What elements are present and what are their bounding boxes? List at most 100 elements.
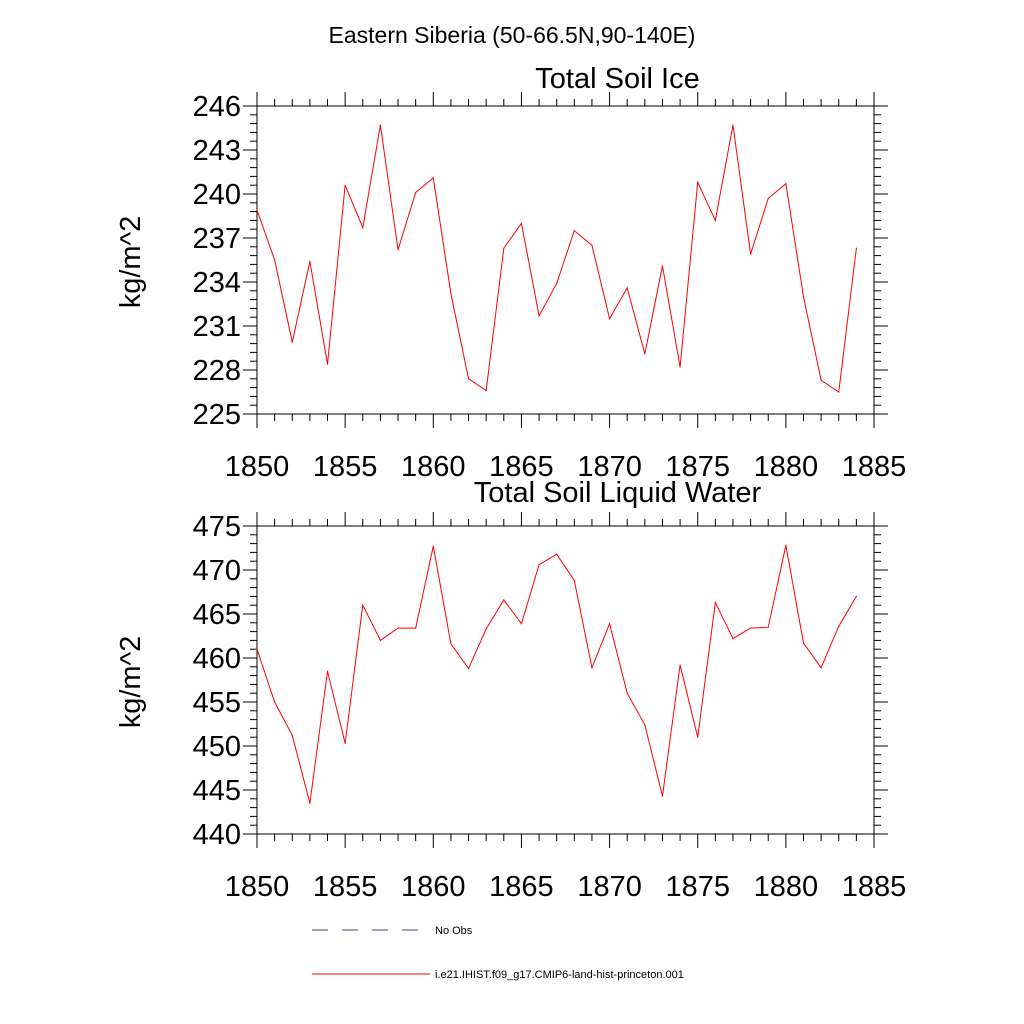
y-tick-label: 243 [193, 135, 241, 167]
data-point [608, 318, 611, 320]
data-point [714, 219, 716, 221]
data-point [697, 181, 699, 183]
data-point [432, 177, 434, 179]
data-point [785, 544, 787, 546]
soil-liquid-water-panel: Total Soil Liquid Water kg/m^2 1850 1855 186… [115, 477, 906, 903]
data-point [291, 734, 293, 737]
data-point [520, 222, 523, 224]
data-point [608, 623, 611, 625]
legend-no-obs-label: No Obs [435, 925, 473, 937]
data-point [538, 564, 540, 566]
data-point [573, 579, 575, 582]
main-title: Eastern Siberia (50-66.5N,90-140E) [329, 22, 696, 48]
data-point [767, 626, 769, 628]
data-point [732, 124, 734, 126]
y-tick-label: 240 [193, 179, 241, 211]
data-point [256, 648, 258, 650]
data-point [626, 287, 628, 289]
data-point [626, 692, 628, 694]
y-tick-label: 440 [193, 819, 241, 851]
data-point [326, 670, 329, 672]
data-point [450, 293, 452, 295]
data-point [785, 183, 787, 185]
data-point [291, 341, 293, 343]
x-tick-label: 1885 [842, 871, 907, 903]
data-point [362, 604, 364, 606]
data-point [750, 253, 752, 255]
data-point [767, 197, 769, 199]
data-point [256, 209, 258, 211]
y-tick-label: 460 [193, 643, 241, 675]
data-point [274, 701, 276, 703]
x-tick-label: 1880 [754, 871, 819, 903]
data-point [538, 315, 540, 317]
x-tick-label: 1850 [225, 451, 290, 483]
data-point [415, 191, 417, 194]
data-point [485, 628, 487, 630]
data-point [855, 595, 857, 598]
data-point [750, 627, 752, 629]
data-point [732, 638, 734, 640]
data-point [556, 282, 558, 285]
data-point [644, 724, 646, 726]
data-point [344, 742, 346, 744]
plot-frame [256, 525, 875, 835]
data-point [344, 184, 346, 186]
data-point [838, 391, 840, 393]
data-point [679, 664, 681, 666]
data-point [326, 363, 329, 365]
data-point [838, 625, 840, 627]
legend-model-label: i.e21.IHIST.f09_g17.CMIP6-land-hist-prin… [435, 969, 684, 981]
x-tick-label: 1865 [489, 871, 554, 903]
y-tick-label: 450 [193, 731, 241, 763]
data-point [309, 260, 311, 263]
data-point [556, 553, 558, 555]
data-point [661, 795, 664, 797]
data-point [379, 124, 381, 126]
x-tick-label: 1870 [577, 871, 642, 903]
data-point [415, 627, 417, 629]
data-point [309, 802, 311, 804]
y-tick-label: 475 [193, 511, 241, 543]
data-point [467, 667, 470, 670]
y-tick-label: 234 [193, 267, 241, 299]
y-tick-label: 455 [193, 687, 241, 719]
y-axis-title: kg/m^2 [115, 636, 147, 729]
y-tick-label: 445 [193, 775, 241, 807]
x-tick-label: 1860 [401, 871, 466, 903]
data-point [644, 353, 646, 355]
data-point [397, 249, 399, 251]
y-axis-title: kg/m^2 [115, 216, 147, 309]
data-point [802, 296, 805, 298]
data-point [379, 639, 381, 642]
y-tick-label: 246 [193, 91, 241, 123]
data-point [714, 601, 716, 604]
y-tick-label: 225 [193, 399, 241, 431]
data-point [591, 667, 593, 669]
data-point [503, 247, 505, 249]
legend: No Obs i.e21.IHIST.f09_g17.CMIP6-land-hi… [312, 925, 684, 981]
data-point [362, 227, 364, 229]
y-tick-label: 228 [193, 355, 241, 387]
data-point [573, 230, 575, 232]
data-point [450, 643, 452, 645]
x-tick-label: 1855 [313, 451, 378, 483]
series-line [256, 124, 857, 393]
x-tick-label: 1855 [313, 871, 378, 903]
soil-ice-panel: Total Soil Ice kg/m^2 1850 1855 1860 1865 1870… [115, 63, 906, 483]
data-point [855, 247, 857, 249]
data-point [485, 389, 487, 392]
y-tick-label: 237 [193, 223, 241, 255]
data-point [591, 244, 593, 246]
x-tick-label: 1875 [665, 451, 730, 483]
data-point [820, 379, 822, 381]
y-tick-label: 231 [193, 311, 241, 343]
data-point [467, 378, 470, 380]
x-tick-label: 1860 [401, 451, 466, 483]
data-point [432, 545, 434, 547]
panel-title: Total Soil Ice [535, 63, 699, 95]
panel-title: Total Soil Liquid Water [474, 477, 762, 509]
x-tick-label: 1885 [842, 451, 907, 483]
y-tick-label: 470 [193, 555, 241, 587]
